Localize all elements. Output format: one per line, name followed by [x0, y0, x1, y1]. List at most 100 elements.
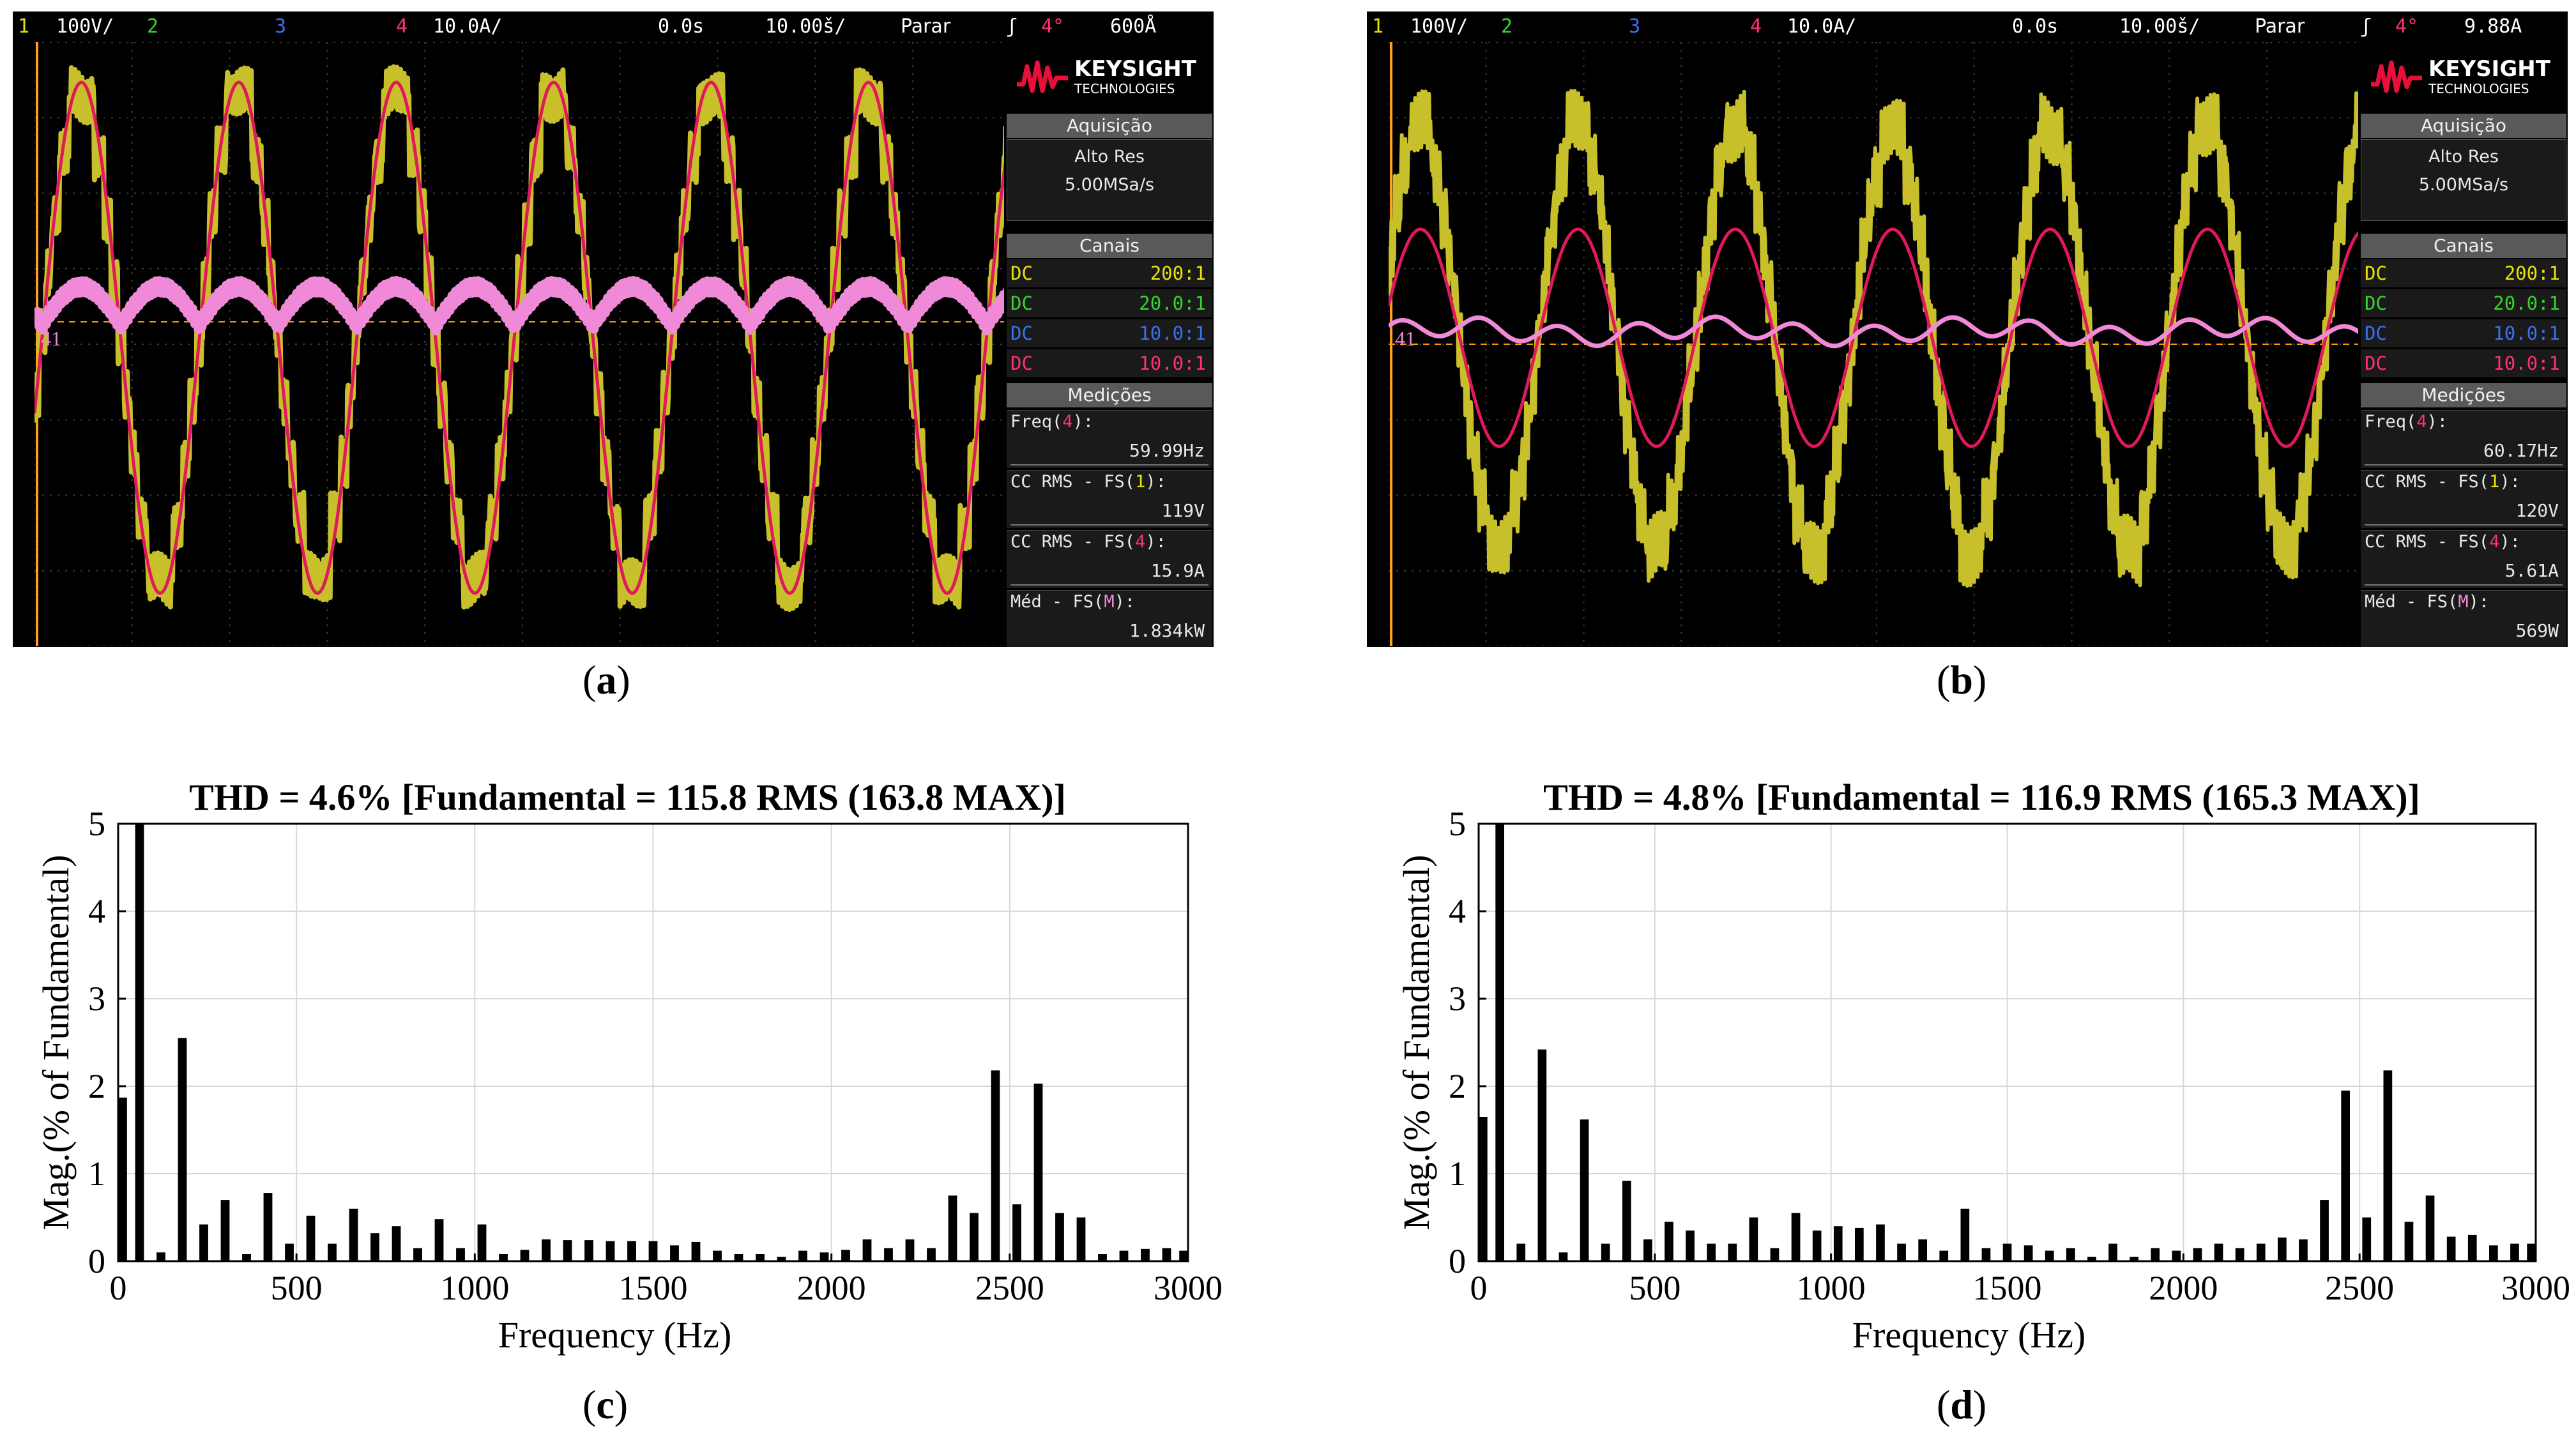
- ch2-probe-ratio: 20.0:1: [2493, 292, 2560, 314]
- delay-value[interactable]: 0.0s: [2012, 15, 2059, 38]
- bar-h1560: [2023, 1245, 2033, 1261]
- y-tick-label: 2: [1449, 1067, 1466, 1105]
- ch1-coupling: DC: [1010, 262, 1033, 284]
- bar-h1440: [627, 1241, 636, 1261]
- ch4-probe-ratio: 10.0:1: [2493, 352, 2560, 374]
- bar-h1440: [1981, 1248, 1991, 1261]
- measurement-freq[interactable]: Freq(4): 59.99Hz: [1007, 410, 1212, 468]
- ch2-coupling: DC: [1010, 292, 1033, 314]
- keysight-wave-icon: [2371, 60, 2422, 93]
- measurement-power[interactable]: Méd - FS(M): 569W: [2361, 590, 2566, 647]
- bar-h2940: [2510, 1243, 2519, 1261]
- trigger-icon: ʃ: [2360, 15, 2372, 38]
- ch4-coupling: DC: [1010, 352, 1033, 374]
- x-tick-label: 0: [1470, 1269, 1488, 1307]
- measurement-freq[interactable]: Freq(4): 60.17Hz: [2361, 410, 2566, 468]
- measurement-rms-ch4[interactable]: CC RMS - FS(4): 15.9A: [1007, 530, 1212, 588]
- ch4-probe-ratio: 10.0:1: [1139, 352, 1206, 374]
- bar-h720: [1728, 1243, 1737, 1261]
- meas-channel: 1: [2489, 472, 2500, 492]
- run-state[interactable]: Parar: [2255, 15, 2305, 38]
- ch1-number[interactable]: 1: [1372, 15, 1384, 38]
- ch4-scale[interactable]: 10.0A/: [433, 15, 503, 38]
- ch1-coupling: DC: [2365, 262, 2387, 284]
- waveform-display-a: 41: [34, 42, 1010, 646]
- measurement-rms-ch1[interactable]: CC RMS - FS(1): 120V: [2361, 470, 2566, 528]
- measurements-header[interactable]: Medições: [2361, 383, 2566, 407]
- channels-header[interactable]: Canais: [1007, 234, 1212, 258]
- ch1-scale[interactable]: 100V/: [56, 15, 114, 38]
- channel-row-1[interactable]: DC 200:1: [2361, 259, 2566, 287]
- measurement-rms-ch1[interactable]: CC RMS - FS(1): 119V: [1007, 470, 1212, 528]
- measurements-header[interactable]: Medições: [1007, 383, 1212, 407]
- measurement-rms-ch4[interactable]: CC RMS - FS(4): 5.61A: [2361, 530, 2566, 588]
- channel-row-4[interactable]: DC 10.0:1: [1007, 349, 1212, 377]
- bar-h1380: [606, 1241, 615, 1261]
- channels-header[interactable]: Canais: [2361, 234, 2566, 258]
- trigger-level[interactable]: 600Å: [1110, 15, 1157, 38]
- ch2-number[interactable]: 2: [1501, 15, 1513, 38]
- scope-a-top-bar: 1 100V/ 2 3 4 10.0A/ 0.0s 10.00š/ Parar …: [13, 11, 1214, 42]
- bar-h900: [434, 1219, 444, 1261]
- bar-h3000: [1179, 1250, 1188, 1261]
- bar-h2460: [991, 1070, 1000, 1261]
- ch1-scale[interactable]: 100V/: [1410, 15, 1468, 38]
- ch3-probe-ratio: 10.0:1: [2493, 322, 2560, 344]
- bar-h1620: [691, 1241, 701, 1261]
- acquisition-header[interactable]: Aquisição: [2361, 114, 2566, 138]
- y-tick-label: 3: [1449, 980, 1466, 1018]
- channel-row-3[interactable]: DC 10.0:1: [1007, 319, 1212, 347]
- bar-h600: [328, 1243, 337, 1261]
- logo-subtitle: TECHNOLOGIES: [2428, 81, 2529, 96]
- meas-label: CC RMS - FS(: [2365, 472, 2490, 492]
- delay-value[interactable]: 0.0s: [658, 15, 705, 38]
- trigger-channel[interactable]: 4°: [2395, 15, 2419, 38]
- scope-b-side-panel: KEYSIGHT TECHNOLOGIES Aquisição Alto Res…: [2358, 42, 2568, 647]
- math-power-trace: [1389, 314, 2365, 349]
- meas-channel: 1: [1135, 472, 1146, 492]
- ch1-number[interactable]: 1: [18, 15, 30, 38]
- ch4-coupling: DC: [2365, 352, 2387, 374]
- bar-h360: [242, 1254, 251, 1261]
- bar-h1080: [499, 1254, 508, 1261]
- run-state[interactable]: Parar: [901, 15, 951, 38]
- measurement-power[interactable]: Méd - FS(M): 1.834kW: [1007, 590, 1212, 647]
- channel-row-4[interactable]: DC 10.0:1: [2361, 349, 2566, 377]
- ch4-scale[interactable]: 10.0A/: [1787, 15, 1857, 38]
- bar-h660: [1707, 1243, 1716, 1261]
- bar-h2160: [884, 1248, 893, 1261]
- trigger-level[interactable]: 9.88A: [2464, 15, 2522, 38]
- y-tick-label: 0: [1449, 1242, 1466, 1280]
- trigger-channel[interactable]: 4°: [1041, 15, 1065, 38]
- bar-h2520: [2362, 1217, 2372, 1261]
- timebase-value[interactable]: 10.00š/: [2119, 15, 2200, 38]
- bar-h2160: [2235, 1248, 2244, 1261]
- meas-label: Freq(: [2365, 412, 2417, 432]
- ch3-number[interactable]: 3: [1629, 15, 1641, 38]
- bar-h420: [263, 1193, 273, 1261]
- bar-h60: [135, 824, 144, 1261]
- channel-row-2[interactable]: DC 20.0:1: [2361, 289, 2566, 317]
- channel-row-3[interactable]: DC 10.0:1: [2361, 319, 2566, 347]
- bar-h0: [118, 1097, 127, 1261]
- bar-h2040: [841, 1250, 850, 1261]
- y-axis-label: Mag.(% of Fundamental): [1396, 855, 1437, 1231]
- bar-h2460: [2341, 1090, 2350, 1261]
- bar-h2940: [1162, 1248, 1171, 1261]
- timebase-value[interactable]: 10.00š/: [765, 15, 846, 38]
- bar-h2580: [1033, 1083, 1043, 1261]
- channel-row-1[interactable]: DC 200:1: [1007, 259, 1212, 287]
- channel-row-2[interactable]: DC 20.0:1: [1007, 289, 1212, 317]
- scope-screen-b: 1 100V/ 2 3 4 10.0A/ 0.0s 10.00š/ Parar …: [1367, 11, 2568, 647]
- ch2-number[interactable]: 2: [147, 15, 159, 38]
- bar-h600: [1686, 1231, 1695, 1261]
- y-tick-label: 1: [88, 1155, 105, 1193]
- bar-h360: [1601, 1243, 1610, 1261]
- ch4-number[interactable]: 4: [1750, 15, 1762, 38]
- ch3-number[interactable]: 3: [275, 15, 287, 38]
- acquisition-header[interactable]: Aquisição: [1007, 114, 1212, 138]
- meas-channel: M: [1104, 592, 1115, 612]
- ch4-number[interactable]: 4: [396, 15, 408, 38]
- caption-d: (d): [1937, 1382, 1987, 1427]
- y-tick-label: 5: [88, 805, 105, 843]
